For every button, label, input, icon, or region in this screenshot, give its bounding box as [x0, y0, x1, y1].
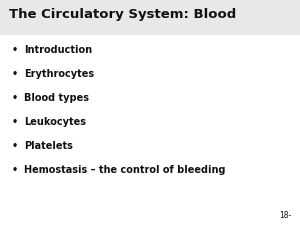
FancyBboxPatch shape — [0, 0, 300, 35]
Text: Erythrocytes: Erythrocytes — [24, 69, 94, 79]
Text: •: • — [12, 165, 18, 175]
Text: 18-: 18- — [279, 212, 291, 220]
Text: •: • — [12, 69, 18, 79]
Text: •: • — [12, 93, 18, 103]
Text: Hemostasis – the control of bleeding: Hemostasis – the control of bleeding — [24, 165, 226, 175]
Text: Blood types: Blood types — [24, 93, 89, 103]
Text: Introduction: Introduction — [24, 45, 92, 55]
Text: The Circulatory System: Blood: The Circulatory System: Blood — [9, 8, 236, 21]
Text: •: • — [12, 117, 18, 127]
Text: •: • — [12, 45, 18, 55]
Text: •: • — [12, 141, 18, 151]
Text: Platelets: Platelets — [24, 141, 73, 151]
Text: Leukocytes: Leukocytes — [24, 117, 86, 127]
